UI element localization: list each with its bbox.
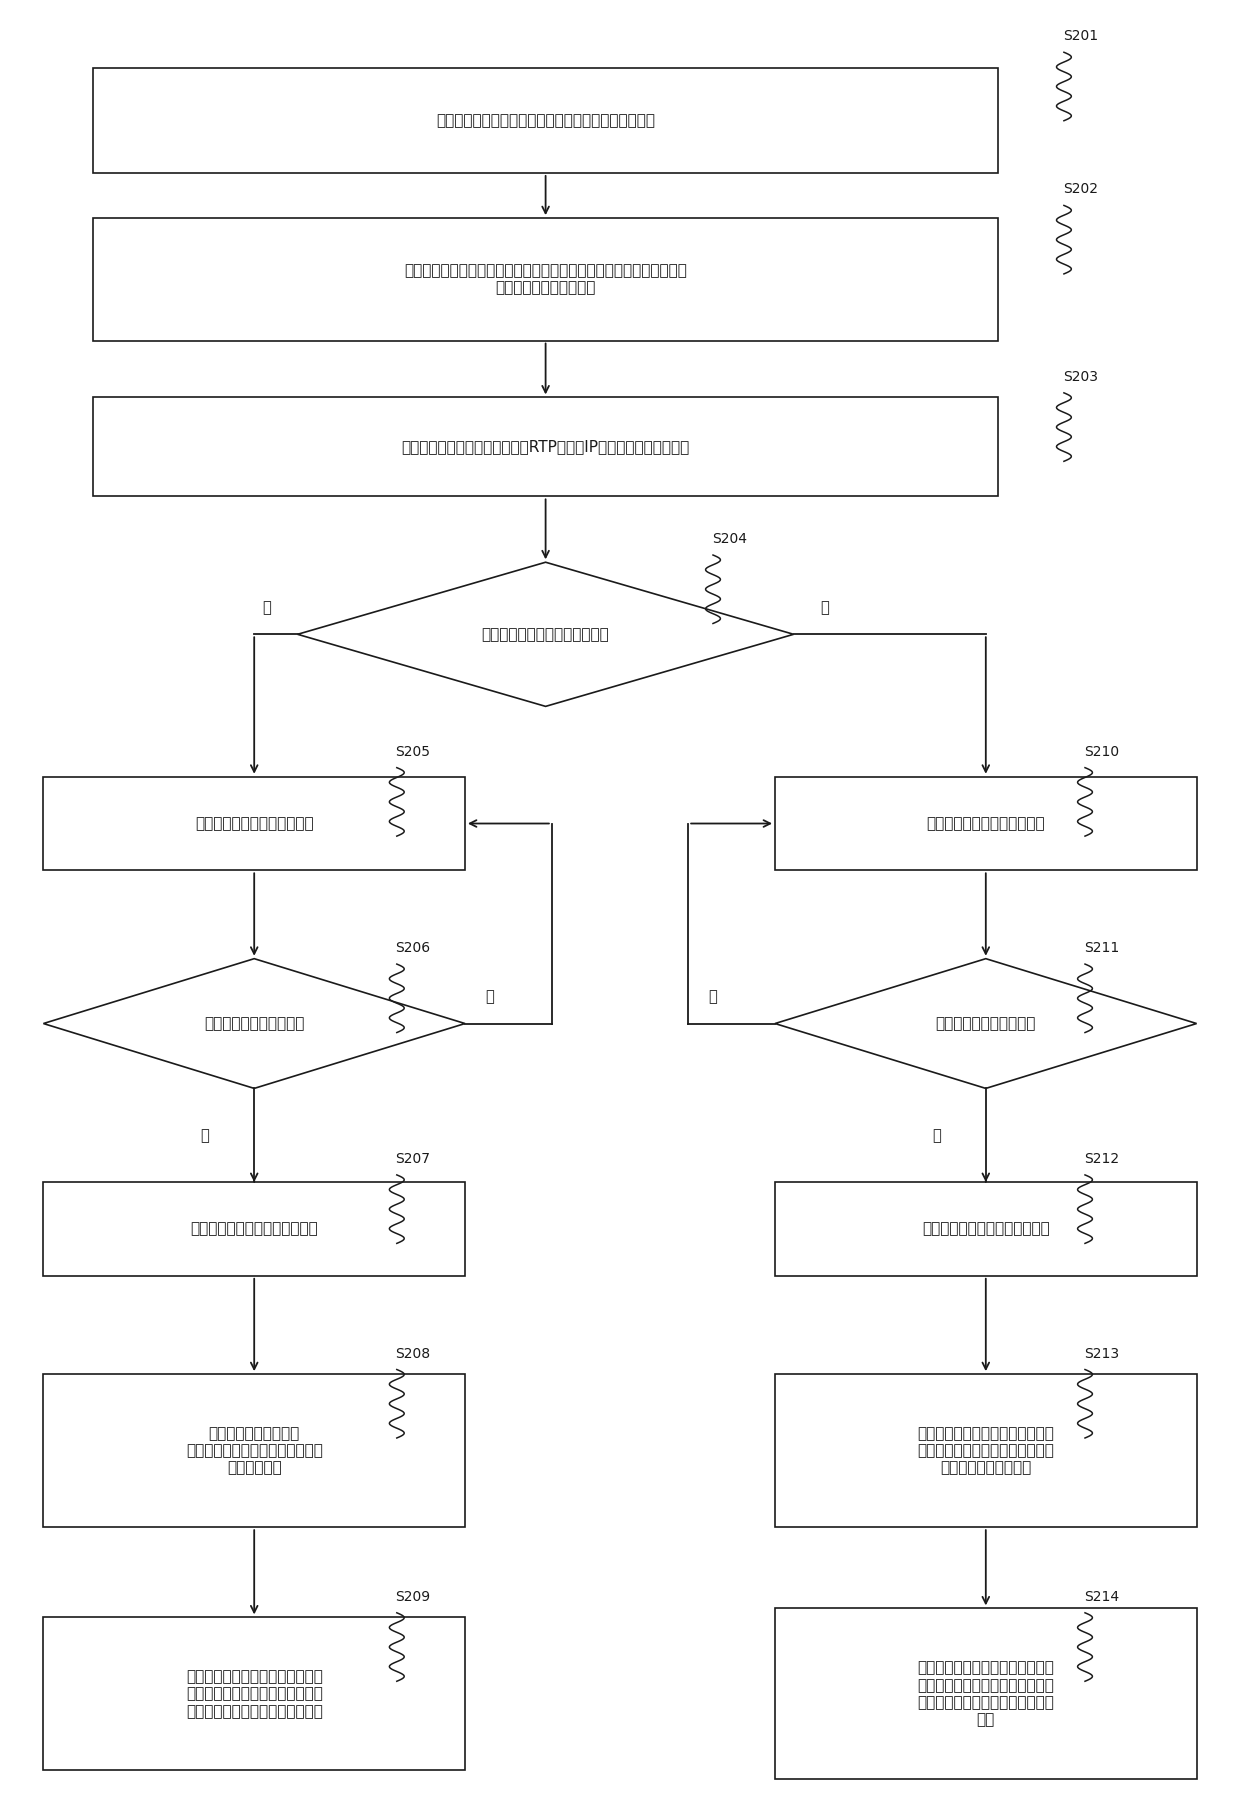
- Text: 缓存模块对记录数据进行缓存: 缓存模块对记录数据进行缓存: [926, 816, 1045, 831]
- Text: S212: S212: [1084, 1151, 1118, 1166]
- Text: 否: 否: [708, 989, 718, 1004]
- Polygon shape: [43, 959, 465, 1088]
- Text: S209: S209: [396, 1589, 430, 1604]
- Text: 用户对本地服务状态参数进行配置修改，并安装由云端推送或下载的本
地服务程序到本地服务器: 用户对本地服务状态参数进行配置修改，并安装由云端推送或下载的本 地服务程序到本地…: [404, 263, 687, 296]
- Bar: [775, 777, 1197, 870]
- Text: S203: S203: [1063, 369, 1097, 384]
- Bar: [775, 1607, 1197, 1780]
- Text: S201: S201: [1063, 29, 1097, 43]
- Text: S204: S204: [712, 532, 746, 546]
- Bar: [93, 218, 998, 341]
- Text: 否: 否: [485, 989, 495, 1004]
- Text: 本地服务器上的记录模块对基于RTP协议的IP多媒体通信流进行记录: 本地服务器上的记录模块对基于RTP协议的IP多媒体通信流进行记录: [402, 440, 689, 454]
- Text: 是否到达上传广域网阈值: 是否到达上传广域网阈值: [205, 1016, 304, 1031]
- Text: 是: 是: [262, 600, 272, 614]
- Polygon shape: [298, 562, 794, 706]
- Text: 缓存模块开始进行记录数据上传: 缓存模块开始进行记录数据上传: [921, 1222, 1050, 1236]
- Bar: [93, 396, 998, 496]
- Text: 否: 否: [820, 600, 830, 614]
- Bar: [93, 68, 998, 173]
- Text: 用户登录云服务器通过认证之后进
行记录查询，在云端数据库中获取
记录并在云端存储中获取记录文件: 用户登录云服务器通过认证之后进 行记录查询，在云端数据库中获取 记录并在云端存储…: [186, 1669, 322, 1719]
- Text: S208: S208: [396, 1346, 430, 1361]
- Text: 用户登录云服务进行注册认证，并选择本地开放的服务: 用户登录云服务进行注册认证，并选择本地开放的服务: [436, 114, 655, 128]
- Bar: [775, 1373, 1197, 1528]
- Text: S202: S202: [1063, 182, 1097, 196]
- Text: S210: S210: [1084, 744, 1118, 759]
- Bar: [43, 1373, 465, 1528]
- Text: 是: 是: [931, 1128, 941, 1142]
- Polygon shape: [775, 959, 1197, 1088]
- Text: 缓存模块开始进行记录数据上传: 缓存模块开始进行记录数据上传: [190, 1222, 319, 1236]
- Text: 是否到达上传私有网阈值: 是否到达上传私有网阈值: [936, 1016, 1035, 1031]
- Text: S214: S214: [1084, 1589, 1118, 1604]
- Text: 是: 是: [200, 1128, 210, 1142]
- Text: S206: S206: [396, 941, 430, 955]
- Bar: [43, 777, 465, 870]
- Text: 缓存模块对记录数据进行缓存: 缓存模块对记录数据进行缓存: [195, 816, 314, 831]
- Bar: [43, 1182, 465, 1276]
- Text: 云端存储模块进行记录
存储并在云端存储数据库中建立相
应的记录条目: 云端存储模块进行记录 存储并在云端存储数据库中建立相 应的记录条目: [186, 1425, 322, 1476]
- Text: S205: S205: [396, 744, 430, 759]
- Text: S211: S211: [1084, 941, 1118, 955]
- Text: 根据用户配置是否选择云端存储: 根据用户配置是否选择云端存储: [481, 627, 610, 642]
- Text: 本地存储模块进行记录存储并在用
户指定位置的本地私有存储数据库
中建立相应的记录条目: 本地存储模块进行记录存储并在用 户指定位置的本地私有存储数据库 中建立相应的记录…: [918, 1425, 1054, 1476]
- Bar: [775, 1182, 1197, 1276]
- Text: S213: S213: [1084, 1346, 1118, 1361]
- Text: 用户登录云服务器通过认证之后进
行记录查询，在本地数据库中获取
记录并在本地私有存储中获取记录
文件: 用户登录云服务器通过认证之后进 行记录查询，在本地数据库中获取 记录并在本地私有…: [918, 1660, 1054, 1728]
- Text: S207: S207: [396, 1151, 430, 1166]
- Bar: [43, 1618, 465, 1770]
